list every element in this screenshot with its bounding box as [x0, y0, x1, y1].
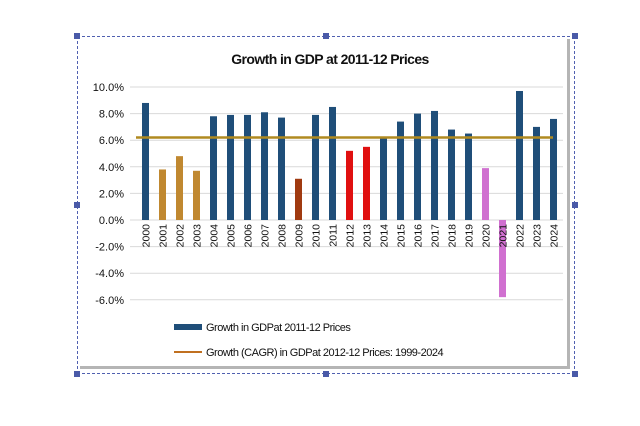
x-tick-label: 2007: [260, 224, 272, 248]
resize-handle-middle-left[interactable]: [74, 202, 80, 208]
resize-handle-middle-right[interactable]: [572, 202, 578, 208]
bar-2003: [193, 170, 200, 220]
x-tick-label: 2009: [294, 224, 306, 248]
bar-2002: [176, 156, 183, 220]
x-tick-label: 2019: [464, 224, 476, 248]
bar-2024: [550, 118, 557, 220]
x-tick-label: 2020: [481, 224, 493, 248]
bar-2000: [142, 102, 149, 220]
x-tick-label: 2017: [430, 224, 442, 248]
x-tick-label: 2021: [498, 224, 510, 248]
resize-handle-top-middle[interactable]: [323, 33, 329, 39]
bar-2011: [329, 106, 336, 220]
bar-2001: [159, 169, 166, 220]
bar-2007: [261, 112, 268, 220]
x-tick-label: 2001: [158, 224, 170, 248]
x-tick-label: 2018: [447, 224, 459, 248]
y-tick-label: 2.0%: [99, 188, 124, 200]
x-tick-label: 2022: [515, 224, 527, 248]
bar-2018: [448, 129, 455, 220]
bar-2006: [244, 114, 251, 220]
x-tick-label: 2010: [311, 224, 323, 248]
bar-2016: [414, 113, 421, 220]
x-tick-label: 2002: [175, 224, 187, 248]
resize-handle-bottom-right[interactable]: [572, 371, 578, 377]
x-tick-label: 2005: [226, 224, 238, 248]
x-tick-label: 2016: [413, 224, 425, 248]
bar-2020: [482, 168, 489, 220]
x-tick-label: 2003: [192, 224, 204, 248]
legend-label-bar: Growth in GDPat 2011-12 Prices: [206, 322, 351, 334]
bar-2008: [278, 117, 285, 220]
legend-label-line: Growth (CAGR) in GDPat 2012-12 Prices: 1…: [206, 347, 443, 359]
x-tick-label: 2024: [549, 224, 561, 248]
y-tick-label: -4.0%: [95, 268, 124, 280]
legend-swatch-bar: [174, 324, 202, 330]
y-tick-label: 8.0%: [99, 109, 124, 121]
bar-2021: [499, 220, 506, 298]
bar-2009: [295, 178, 302, 220]
x-tick-label: 2014: [379, 224, 391, 248]
y-tick-label: -6.0%: [95, 295, 124, 307]
y-tick-label: 6.0%: [99, 135, 124, 147]
y-tick-label: -2.0%: [95, 242, 124, 254]
x-tick-label: 2008: [277, 224, 289, 248]
bar-2005: [227, 114, 234, 220]
bar-2017: [431, 110, 438, 220]
bar-2015: [397, 121, 404, 220]
x-tick-label: 2023: [532, 224, 544, 248]
resize-handle-top-left[interactable]: [74, 33, 80, 39]
bar-2004: [210, 116, 217, 220]
bar-2022: [516, 90, 523, 220]
bar-2010: [312, 114, 319, 220]
y-tick-label: 0.0%: [99, 215, 124, 227]
chart-area[interactable]: Growth in GDP at 2011-12 Prices 10.0% 8.0…: [80, 39, 570, 369]
x-tick-label: 2000: [141, 224, 153, 248]
gdp-growth-chart: Growth in GDP at 2011-12 Prices 10.0% 8.0…: [93, 51, 563, 359]
x-tick-label: 2015: [396, 224, 408, 248]
x-tick-label: 2012: [345, 224, 357, 248]
resize-handle-bottom-middle[interactable]: [323, 371, 329, 377]
bar-2013: [363, 146, 370, 220]
chart-title: Growth in GDP at 2011-12 Prices: [231, 51, 429, 67]
y-tick-label: 10.0%: [93, 82, 124, 94]
x-tick-label: 2013: [362, 224, 374, 248]
bar-2023: [533, 126, 540, 220]
bar-2014: [380, 137, 387, 220]
resize-handle-bottom-left[interactable]: [74, 371, 80, 377]
bar-2012: [346, 150, 353, 220]
x-tick-label: 2006: [243, 224, 255, 248]
x-tick-label: 2004: [209, 224, 221, 248]
resize-handle-top-right[interactable]: [572, 33, 578, 39]
y-tick-label: 4.0%: [99, 162, 124, 174]
bar-2019: [465, 133, 472, 220]
x-tick-label: 2011: [328, 224, 340, 247]
